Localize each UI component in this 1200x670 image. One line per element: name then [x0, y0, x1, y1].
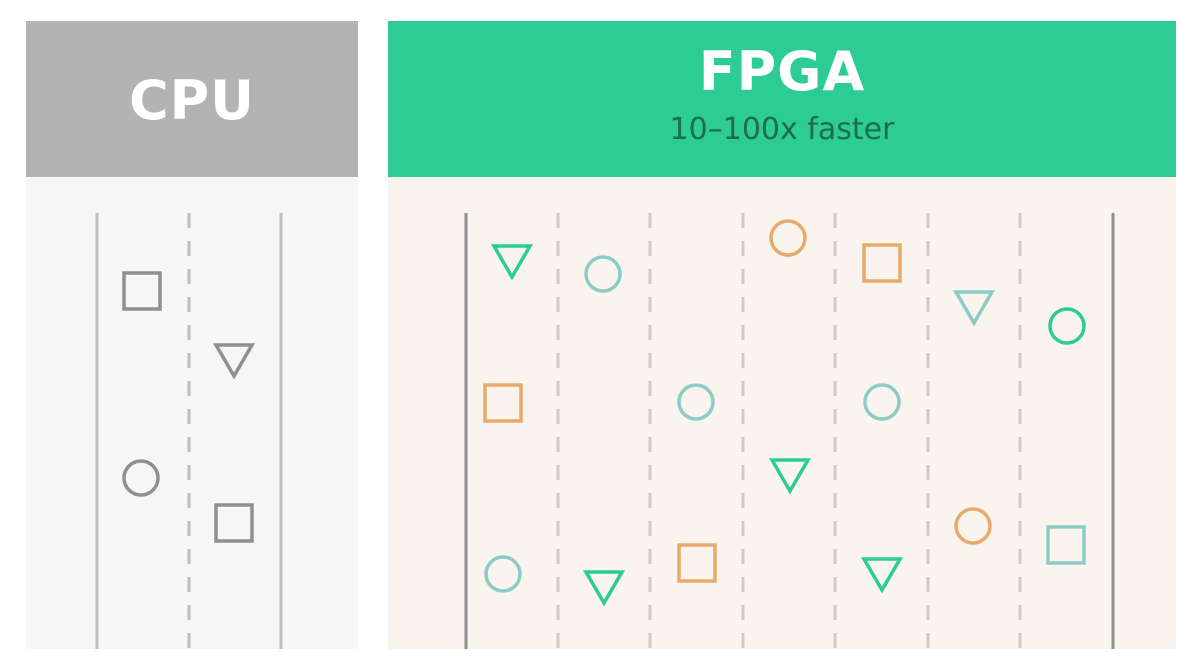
circle-icon: [584, 255, 622, 293]
circle-icon: [863, 383, 901, 421]
cpu-lanes-diagram: [95, 213, 283, 649]
fpga-header: FPGA 10–100x faster: [388, 21, 1176, 177]
cpu-panel: [26, 177, 358, 649]
triangle-icon: [860, 557, 904, 594]
square-icon: [122, 271, 162, 311]
triangle-icon: [490, 244, 534, 281]
square-icon: [677, 543, 717, 583]
circle-icon: [769, 219, 807, 257]
fpga-lanes-diagram: [464, 213, 1115, 649]
fpga-panel: [388, 177, 1176, 649]
cpu-header: CPU: [26, 21, 358, 177]
square-icon: [862, 243, 902, 283]
circle-icon: [484, 555, 522, 593]
circle-icon: [954, 507, 992, 545]
triangle-icon: [582, 570, 626, 607]
circle-icon: [677, 383, 715, 421]
circle-icon: [122, 459, 160, 497]
square-icon: [214, 503, 254, 543]
triangle-icon: [212, 343, 256, 380]
fpga-title: FPGA: [698, 40, 866, 103]
cpu-title: CPU: [128, 69, 256, 132]
square-icon: [1046, 525, 1086, 565]
circle-icon: [1048, 307, 1086, 345]
triangle-icon: [768, 458, 812, 495]
fpga-subtitle: 10–100x faster: [669, 112, 895, 147]
square-icon: [483, 383, 523, 423]
triangle-icon: [952, 290, 996, 327]
